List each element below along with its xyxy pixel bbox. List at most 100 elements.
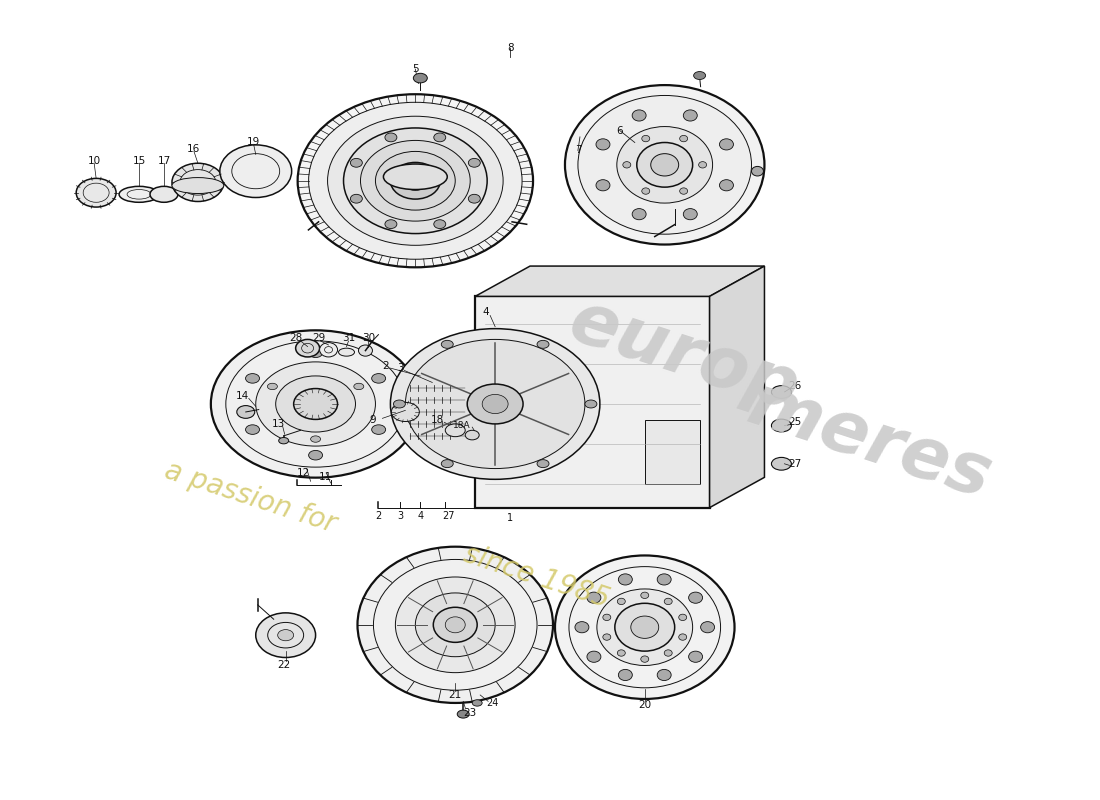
Text: 12: 12 <box>297 468 310 478</box>
Text: 18: 18 <box>431 415 444 425</box>
Polygon shape <box>475 296 710 508</box>
Ellipse shape <box>618 574 632 585</box>
Text: a passion for: a passion for <box>161 456 340 538</box>
Ellipse shape <box>679 614 686 621</box>
Ellipse shape <box>689 651 703 662</box>
Polygon shape <box>710 266 764 508</box>
Ellipse shape <box>433 220 446 229</box>
Ellipse shape <box>641 656 649 662</box>
Ellipse shape <box>441 460 453 468</box>
Text: 29: 29 <box>312 333 326 343</box>
Ellipse shape <box>565 85 764 245</box>
Ellipse shape <box>623 162 630 168</box>
Ellipse shape <box>618 670 632 681</box>
Ellipse shape <box>309 102 522 259</box>
Ellipse shape <box>587 651 601 662</box>
Ellipse shape <box>384 164 448 190</box>
Text: 5: 5 <box>412 64 419 74</box>
Ellipse shape <box>617 126 713 203</box>
Ellipse shape <box>278 438 288 444</box>
Ellipse shape <box>632 209 646 220</box>
Ellipse shape <box>689 592 703 603</box>
Ellipse shape <box>701 622 715 633</box>
Text: 20: 20 <box>638 699 651 710</box>
Ellipse shape <box>680 188 688 194</box>
Ellipse shape <box>469 158 481 167</box>
Polygon shape <box>645 420 700 484</box>
Ellipse shape <box>679 634 686 640</box>
Ellipse shape <box>556 555 735 699</box>
Ellipse shape <box>617 650 625 656</box>
Text: 17: 17 <box>157 156 170 166</box>
Text: 22: 22 <box>277 661 290 670</box>
Ellipse shape <box>414 74 427 83</box>
Ellipse shape <box>617 598 625 605</box>
Text: 31: 31 <box>342 333 355 343</box>
Ellipse shape <box>537 340 549 348</box>
Ellipse shape <box>585 400 597 408</box>
Text: 6: 6 <box>616 126 623 135</box>
Ellipse shape <box>664 598 672 605</box>
Text: 27: 27 <box>442 510 454 521</box>
Ellipse shape <box>172 163 223 202</box>
Ellipse shape <box>615 603 674 651</box>
Ellipse shape <box>328 116 503 246</box>
Ellipse shape <box>632 110 646 121</box>
Ellipse shape <box>211 330 420 478</box>
Text: 14: 14 <box>236 391 250 401</box>
Ellipse shape <box>771 458 791 470</box>
Ellipse shape <box>446 617 465 633</box>
Ellipse shape <box>472 700 482 706</box>
Ellipse shape <box>664 650 672 656</box>
Text: 10: 10 <box>88 156 101 166</box>
Ellipse shape <box>603 614 611 621</box>
Ellipse shape <box>416 593 495 657</box>
Ellipse shape <box>351 194 362 203</box>
Text: 9: 9 <box>370 415 376 425</box>
Ellipse shape <box>394 400 406 408</box>
Text: 30: 30 <box>362 333 375 343</box>
Ellipse shape <box>657 574 671 585</box>
Ellipse shape <box>694 71 705 79</box>
Text: 19: 19 <box>248 138 261 147</box>
Text: 4: 4 <box>483 307 490 318</box>
Ellipse shape <box>385 133 397 142</box>
Ellipse shape <box>446 424 465 437</box>
Ellipse shape <box>392 402 419 422</box>
Ellipse shape <box>310 436 320 442</box>
Text: 3: 3 <box>397 363 404 373</box>
Text: 21: 21 <box>449 690 462 700</box>
Ellipse shape <box>361 141 470 221</box>
Ellipse shape <box>651 154 679 176</box>
Ellipse shape <box>433 133 446 142</box>
Ellipse shape <box>267 383 277 390</box>
Ellipse shape <box>375 151 455 210</box>
Ellipse shape <box>719 138 734 150</box>
Text: since 1985: since 1985 <box>460 540 613 614</box>
Text: 26: 26 <box>788 381 801 390</box>
Ellipse shape <box>245 374 260 383</box>
Ellipse shape <box>698 162 706 168</box>
Ellipse shape <box>578 95 751 234</box>
Text: 28: 28 <box>289 333 302 343</box>
Ellipse shape <box>150 186 178 202</box>
Ellipse shape <box>358 546 553 703</box>
Text: 3: 3 <box>397 510 404 521</box>
Text: 25: 25 <box>788 418 801 427</box>
Text: 23: 23 <box>463 707 476 718</box>
Ellipse shape <box>465 430 480 440</box>
Ellipse shape <box>433 607 477 642</box>
Ellipse shape <box>537 460 549 468</box>
Ellipse shape <box>339 348 354 356</box>
Ellipse shape <box>354 383 364 390</box>
Text: 7: 7 <box>574 146 581 155</box>
Ellipse shape <box>637 142 693 187</box>
Text: 2: 2 <box>382 361 388 370</box>
Ellipse shape <box>372 374 386 383</box>
Ellipse shape <box>751 166 763 176</box>
Ellipse shape <box>603 634 611 640</box>
Ellipse shape <box>119 186 160 202</box>
Ellipse shape <box>294 389 338 419</box>
Ellipse shape <box>276 376 355 432</box>
Ellipse shape <box>390 329 600 479</box>
